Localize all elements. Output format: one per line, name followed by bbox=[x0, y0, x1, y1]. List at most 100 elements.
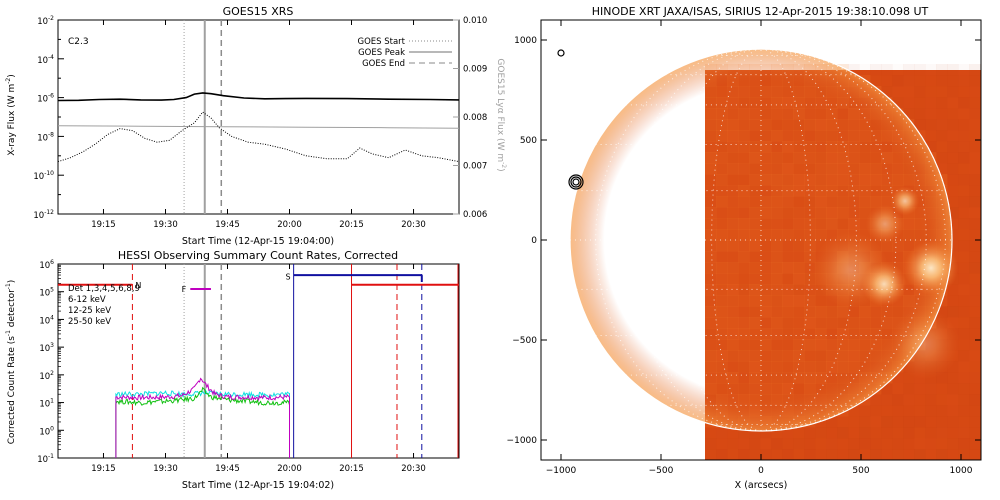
xrt-texture-cell bbox=[914, 75, 926, 87]
hessi-series-6-12-keV bbox=[115, 377, 290, 458]
xrt-texture-cell bbox=[925, 405, 937, 417]
xrt-texture-cell bbox=[980, 64, 981, 76]
hessi-y-tick-label: 105 bbox=[39, 287, 54, 299]
xrt-texture-cell bbox=[914, 64, 926, 76]
xrt-texture-cell bbox=[936, 64, 948, 76]
xrt-texture-cell bbox=[936, 383, 948, 395]
goes-x-tick-label: 20:00 bbox=[277, 220, 302, 230]
xrt-hessi-contour bbox=[568, 174, 584, 190]
xrt-active-region bbox=[889, 308, 961, 380]
xrt-texture-cell bbox=[925, 86, 937, 98]
xrt-texture-cell bbox=[870, 449, 882, 460]
xrt-texture-cell bbox=[881, 64, 893, 76]
xrt-texture-cell bbox=[903, 97, 915, 109]
xrt-texture-cell bbox=[947, 207, 959, 219]
xrt-texture-cell bbox=[980, 372, 992, 384]
hessi-y-tick-label-base: 10 bbox=[39, 427, 50, 437]
xrt-texture-cell bbox=[958, 427, 970, 439]
xrt-texture-cell bbox=[936, 416, 948, 428]
xrt-texture-cell bbox=[958, 405, 970, 417]
xrt-texture-cell bbox=[958, 152, 970, 164]
xrt-texture-cell bbox=[870, 438, 882, 450]
hessi-y-tick-label-base: 10 bbox=[39, 400, 50, 410]
xrt-texture-cell bbox=[969, 141, 981, 153]
xrt-texture-cell bbox=[881, 394, 893, 406]
xrt-texture-cell bbox=[837, 449, 849, 460]
xrt-texture-cell bbox=[925, 108, 937, 120]
xrt-texture-cell bbox=[947, 97, 959, 109]
goes-long-channel-line bbox=[57, 92, 460, 102]
xrt-texture-cell bbox=[914, 438, 926, 450]
hessi-y-tick-label-exp: 4 bbox=[50, 314, 54, 321]
xrt-x-tick-label: 1000 bbox=[950, 466, 973, 476]
xrt-texture-cell bbox=[947, 438, 959, 450]
xrt-texture-cell bbox=[958, 185, 970, 197]
xrt-texture-cell bbox=[958, 174, 970, 186]
xrt-axes: −1000 −500 0 500 1000 1000 500 0 −500 −1000 bbox=[507, 19, 982, 476]
xrt-texture-cell bbox=[958, 229, 970, 241]
xrt-texture-cell bbox=[947, 284, 959, 296]
xrt-grid-meridian bbox=[760, 48, 927, 432]
xrt-texture-cell bbox=[958, 284, 970, 296]
xrt-texture-cell bbox=[947, 449, 959, 460]
xrt-texture-cell bbox=[925, 97, 937, 109]
hessi-y-tick-label: 103 bbox=[39, 342, 54, 354]
xrt-texture-cell bbox=[903, 383, 915, 395]
xrt-texture-cell bbox=[980, 185, 992, 197]
goes-y-tick-label: 10-6 bbox=[37, 93, 54, 105]
goes-axes: 19:15 19:30 19:45 20:00 20:15 20:3010-210-410… bbox=[33, 15, 487, 230]
xrt-texture-cell bbox=[980, 229, 981, 241]
xrt-texture-cell bbox=[925, 394, 937, 406]
xrt-texture-cell bbox=[969, 251, 981, 263]
xrt-texture-cell bbox=[749, 449, 761, 460]
xrt-texture-cell bbox=[969, 207, 981, 219]
xrt-texture-cell bbox=[826, 438, 838, 450]
xrt-texture-cell bbox=[881, 449, 893, 460]
xrt-texture-cell bbox=[958, 350, 970, 362]
hessi-plot-frame bbox=[57, 263, 460, 459]
goes-event-markers bbox=[183, 20, 223, 214]
xrt-texture-cell bbox=[914, 416, 926, 428]
xrt-texture-cell bbox=[980, 317, 992, 329]
goes-y2-tick-label: 0.009 bbox=[463, 65, 487, 75]
xrt-texture-cell bbox=[969, 295, 981, 307]
goes-y2-tick-label: 0.006 bbox=[463, 210, 487, 220]
xrt-texture-cell bbox=[958, 163, 970, 175]
xrt-texture-cell bbox=[936, 306, 948, 318]
xrt-texture-cell bbox=[947, 405, 959, 417]
xrt-hessi-contour bbox=[572, 178, 580, 186]
xrt-texture-cell bbox=[925, 130, 937, 142]
xrt-x-tick-label: −1000 bbox=[546, 466, 577, 476]
xrt-texture-cell bbox=[980, 383, 981, 395]
xrt-texture-cell bbox=[958, 86, 970, 98]
xrt-texture-cell bbox=[958, 328, 970, 340]
xrt-texture-cell bbox=[980, 262, 992, 274]
xrt-texture-cell bbox=[892, 394, 904, 406]
xrt-texture-cell bbox=[969, 163, 981, 175]
xrt-texture-cell bbox=[980, 284, 992, 296]
xrt-texture-cell bbox=[958, 416, 970, 428]
xrt-texture-cell bbox=[705, 449, 717, 460]
xrt-texture-cell bbox=[881, 86, 893, 98]
hessi-legend-label: 6-12 keV bbox=[68, 295, 106, 305]
hessi-x-tick-label: 20:30 bbox=[401, 464, 426, 474]
hessi-event-markers: F N S bbox=[58, 264, 459, 458]
xrt-texture-cell bbox=[980, 163, 981, 175]
xrt-texture-cell bbox=[936, 75, 948, 87]
goes-y2-tick-label: 0.007 bbox=[463, 162, 487, 172]
xrt-texture-cell bbox=[980, 295, 981, 307]
xrt-texture-cell bbox=[947, 119, 959, 131]
xrt-texture-cell bbox=[969, 405, 981, 417]
xrt-texture-cell bbox=[947, 361, 959, 373]
xrt-texture-cell bbox=[958, 240, 970, 252]
hessi-y-tick-label-base: 10 bbox=[39, 344, 50, 354]
hessi-x-tick-label: 20:15 bbox=[339, 464, 364, 474]
xrt-texture-cell bbox=[936, 372, 948, 384]
goes-y-tick-label-exp: -4 bbox=[48, 54, 54, 61]
goes-class-label: C2.3 bbox=[68, 37, 89, 47]
xrt-texture-cell bbox=[903, 416, 915, 428]
xrt-texture-cell bbox=[980, 196, 981, 208]
xrt-texture-cell bbox=[925, 416, 937, 428]
hessi-x-tick-label: 19:15 bbox=[91, 464, 116, 474]
goes-y-tick-label: 10-2 bbox=[37, 15, 54, 27]
